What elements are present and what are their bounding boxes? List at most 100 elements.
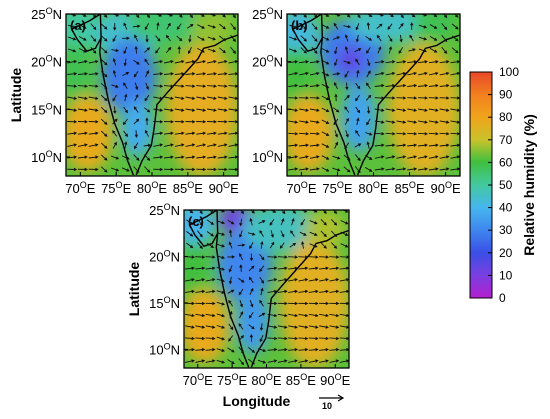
wind-arrow	[124, 93, 128, 102]
wind-arrow	[441, 35, 448, 43]
wind-arrow	[247, 232, 256, 236]
wind-arrow	[441, 23, 448, 31]
wind-arrow	[197, 242, 203, 250]
wind-arrow	[321, 155, 330, 160]
wind-arrow	[344, 106, 350, 113]
rh-patch	[66, 42, 92, 100]
wind-arrow	[176, 23, 182, 30]
wind-arrow	[441, 46, 448, 54]
wind-arrow	[185, 96, 196, 100]
wind-arrow	[100, 142, 108, 149]
wind-arrow	[90, 47, 97, 54]
wind-arrow	[206, 155, 217, 159]
wind-arrow	[277, 266, 288, 270]
wind-arrow	[417, 132, 428, 136]
wind-arrow	[144, 129, 149, 137]
wind-arrow	[355, 106, 361, 114]
wind-arrow	[206, 167, 217, 172]
wind-arrow	[269, 219, 275, 226]
wind-arrow	[439, 167, 450, 171]
wind-arrow	[248, 324, 255, 330]
wind-arrow	[385, 71, 396, 76]
wind-arrow	[418, 60, 428, 64]
wind-arrow	[319, 347, 329, 352]
wind-arrow	[280, 230, 285, 238]
wind-arrow	[277, 347, 288, 352]
y-tick-label: 25ON	[252, 6, 283, 22]
wind-vectors	[67, 14, 238, 173]
wind-arrow	[153, 84, 164, 88]
wind-arrow	[112, 69, 117, 78]
wind-arrow	[164, 60, 174, 64]
wind-arrow	[228, 276, 233, 285]
wind-arrow	[185, 60, 196, 64]
wind-arrow	[288, 325, 298, 329]
wind-arrow	[100, 82, 108, 90]
y-tick-label: 15ON	[252, 101, 283, 117]
wind-arrow	[122, 71, 130, 76]
wind-arrow	[288, 336, 299, 341]
wind-arrow	[385, 96, 396, 100]
wind-arrow	[428, 96, 439, 100]
wind-arrow	[407, 96, 418, 100]
wind-arrow	[88, 108, 99, 112]
wind-arrow	[197, 36, 205, 41]
wind-arrow	[407, 83, 418, 88]
wind-arrow	[156, 22, 160, 30]
wind-arrow	[333, 118, 339, 126]
panel-b: (b) 70OE 75OE 80OE 85OE 90OE 10ON 15ON 20ON 25ON	[252, 6, 461, 196]
wind-arrow	[356, 69, 360, 78]
wind-arrow	[311, 23, 318, 31]
wind-arrow	[439, 120, 450, 124]
wind-arrow	[269, 241, 275, 249]
wind-arrow	[110, 167, 120, 172]
wind-arrow	[164, 143, 174, 147]
wind-arrow	[248, 358, 256, 365]
wind-arrow	[78, 48, 87, 53]
wind-arrow	[88, 155, 99, 159]
wind-arrow	[288, 96, 299, 100]
wind-arrow	[376, 23, 383, 29]
wind-arrow	[174, 84, 185, 88]
wind-arrow	[88, 131, 99, 135]
wind-arrow	[122, 118, 128, 126]
colorbar-label: Relative humidity (%)	[521, 114, 537, 256]
wind-arrow	[229, 310, 233, 319]
wind-arrow	[355, 58, 360, 66]
wind-arrow	[298, 347, 309, 352]
wind-arrow	[77, 167, 88, 172]
wind-arrow	[197, 48, 205, 53]
x-tick-label: 75OE	[101, 180, 131, 196]
wind-arrow	[374, 83, 385, 88]
wind-arrow	[112, 35, 117, 43]
wind-arrow	[288, 347, 299, 352]
wind-arrow	[267, 266, 278, 270]
wind-arrow	[153, 155, 164, 159]
wind-arrow	[385, 155, 396, 159]
wind-arrow	[299, 120, 309, 124]
wind-arrow	[145, 82, 149, 90]
wind-arrow	[374, 167, 385, 171]
wind-arrow	[298, 336, 309, 341]
wind-arrow	[67, 36, 77, 41]
wind-arrow	[144, 94, 150, 102]
wind-arrow	[163, 120, 174, 124]
wind-arrow	[238, 358, 245, 366]
rh-patch	[101, 37, 157, 115]
wind-arrow	[67, 120, 78, 124]
wind-arrow	[100, 47, 108, 54]
wind-arrow	[217, 143, 228, 147]
wind-arrow	[329, 325, 340, 329]
wind-arrow	[207, 48, 216, 53]
wind-arrow	[206, 231, 215, 237]
wind-arrow	[196, 108, 207, 112]
wind-arrow	[300, 47, 307, 54]
wind-arrow	[228, 299, 233, 307]
wind-arrow	[165, 46, 172, 54]
wind-arrow	[428, 132, 439, 136]
wind-arrow	[288, 255, 299, 259]
wind-arrow	[184, 266, 195, 270]
coastline-path	[188, 210, 219, 248]
wind-arrow	[196, 72, 207, 76]
wind-arrow	[330, 230, 338, 238]
